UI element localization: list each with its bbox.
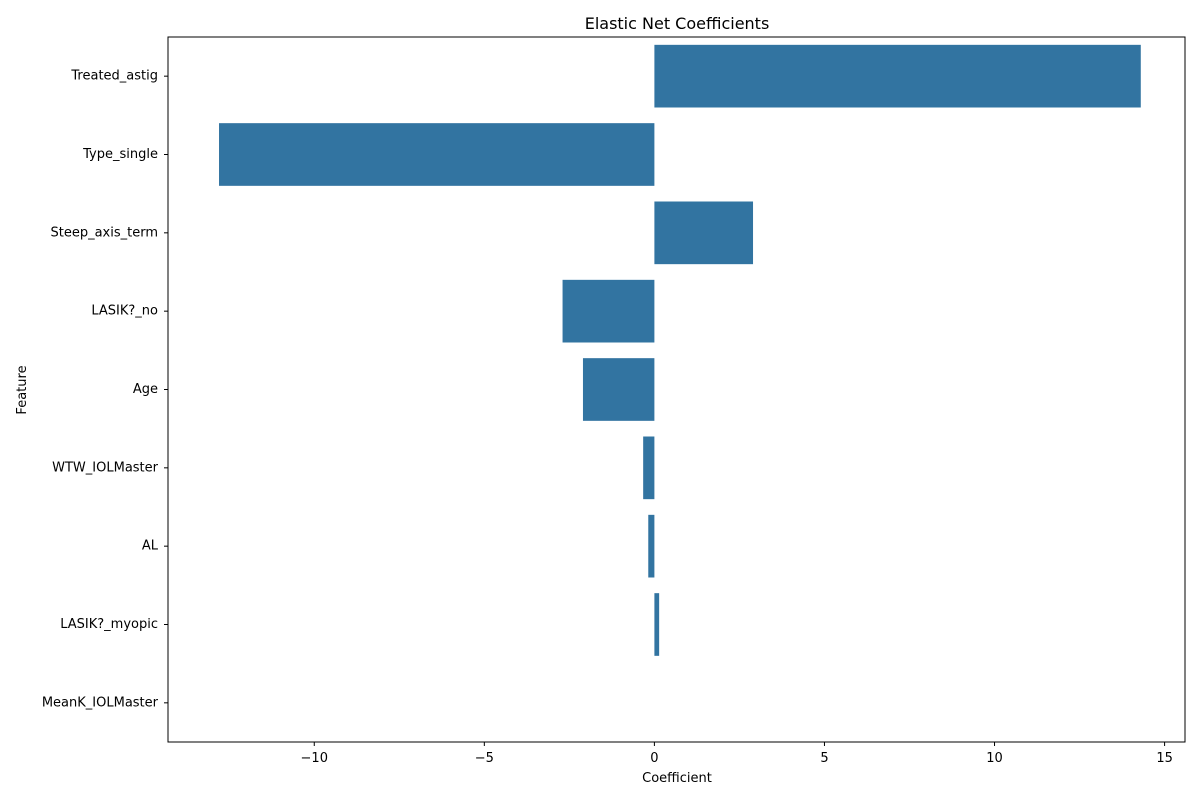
bar-al	[648, 514, 655, 578]
x-tick-label: −10	[301, 751, 328, 766]
y-tick-label: Age	[133, 382, 158, 397]
bars-layer	[219, 44, 1141, 656]
x-axis-label: Coefficient	[642, 771, 712, 786]
bar-steep-axis-term	[654, 201, 754, 265]
bar-lasik-no	[562, 279, 655, 343]
x-tick-label: −5	[475, 751, 494, 766]
y-ticks: Treated_astig Type_single Steep_axis_term L…	[42, 69, 168, 710]
chart-title: Elastic Net Coefficients	[585, 14, 770, 33]
bar-age	[582, 358, 655, 421]
y-tick-label: AL	[142, 539, 159, 554]
y-tick-label: Treated_astig	[70, 69, 158, 84]
x-tick-label: 10	[986, 751, 1003, 766]
x-tick-label: 5	[820, 751, 828, 766]
bar-treated-astig	[654, 44, 1141, 108]
y-axis-label: Feature	[15, 365, 30, 414]
bar-lasik-myopic	[654, 593, 660, 656]
y-tick-label: Type_single	[82, 147, 158, 162]
plot-frame	[167, 36, 1186, 743]
bar-type-single	[219, 123, 655, 186]
y-tick-label: MeanK_IOLMaster	[42, 695, 159, 710]
bar-wtw-iolmaster	[643, 436, 655, 500]
y-tick-label: LASIK?_myopic	[60, 617, 158, 632]
x-tick-label: 15	[1156, 751, 1173, 766]
x-tick-label: 0	[650, 751, 658, 766]
y-tick-label: Steep_axis_term	[50, 225, 158, 240]
y-tick-label: LASIK?_no	[91, 304, 158, 319]
y-tick-label: WTW_IOLMaster	[52, 460, 159, 475]
x-ticks: −10 −5 0 5 10 15	[301, 742, 1173, 766]
